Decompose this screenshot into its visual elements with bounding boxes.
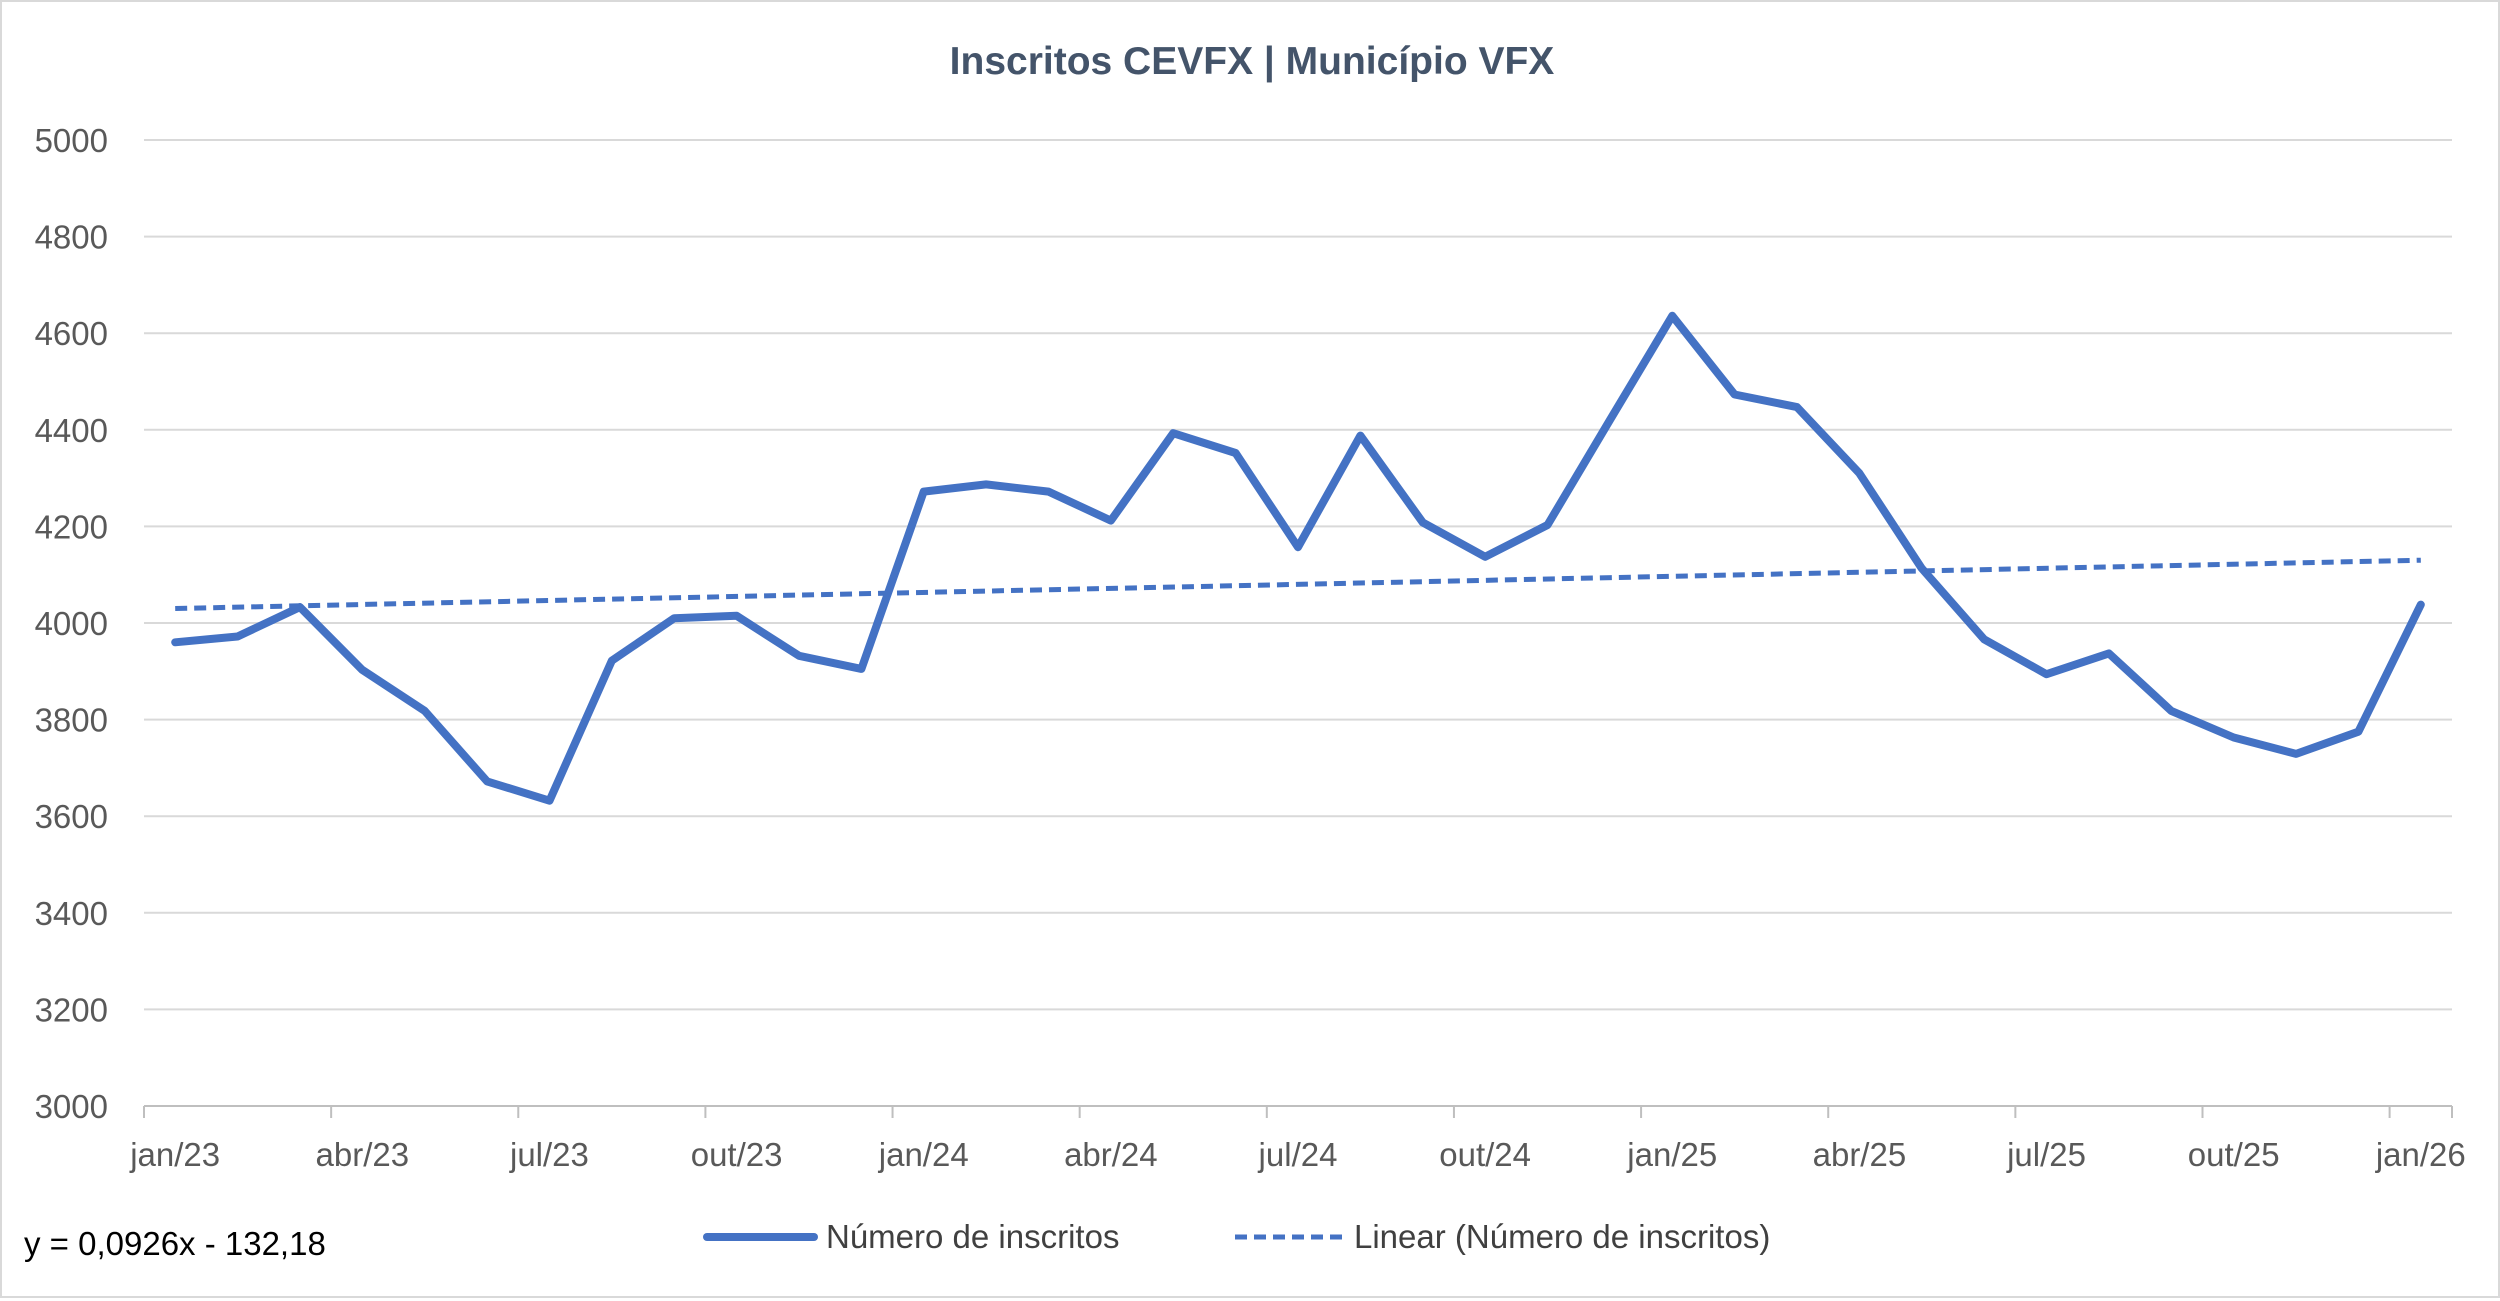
y-tick-label-3800: 3800 bbox=[35, 702, 108, 739]
x-tick-label-abr-24: abr/24 bbox=[1064, 1136, 1158, 1173]
y-tick-label-3600: 3600 bbox=[35, 798, 108, 835]
y-tick-label-3000: 3000 bbox=[35, 1088, 108, 1125]
y-tick-label-5000: 5000 bbox=[35, 122, 108, 159]
gridlines bbox=[144, 140, 2452, 1009]
x-tick-label-jul-24: jul/24 bbox=[1258, 1136, 1338, 1173]
legend: Número de inscritos Linear (Número de in… bbox=[707, 1218, 1770, 1255]
y-tick-label-3400: 3400 bbox=[35, 895, 108, 932]
x-tick-label-abr-25: abr/25 bbox=[1813, 1136, 1907, 1173]
x-tick-label-out-24: out/24 bbox=[1439, 1136, 1531, 1173]
x-tick-label-abr-23: abr/23 bbox=[316, 1136, 410, 1173]
legend-label-trendline: Linear (Número de inscritos) bbox=[1354, 1218, 1770, 1255]
x-tick-label-out-23: out/23 bbox=[691, 1136, 783, 1173]
chart-title: Inscritos CEVFX | Município VFX bbox=[950, 40, 1555, 83]
x-tick-label-jul-25: jul/25 bbox=[2006, 1136, 2086, 1173]
y-tick-label-4800: 4800 bbox=[35, 219, 108, 256]
trendline-equation: y = 0,0926x - 132,18 bbox=[24, 1225, 326, 1262]
x-axis: jan/23 abr/23 jul/23 out/23 jan/24 abr/24 jul/… bbox=[129, 1106, 2466, 1173]
x-tick-label-jul-23: jul/23 bbox=[509, 1136, 589, 1173]
x-tick-label-jan-25: jan/25 bbox=[1626, 1136, 1717, 1173]
y-axis-tick-labels: 3000 3200 3400 3600 3800 4000 4200 4400 4600 4800… bbox=[35, 122, 108, 1125]
y-tick-label-4200: 4200 bbox=[35, 508, 108, 545]
series-layer bbox=[175, 316, 2421, 801]
y-tick-label-3200: 3200 bbox=[35, 991, 108, 1028]
x-tick-label-out-25: out/25 bbox=[2188, 1136, 2280, 1173]
series-line-numero-de-inscritos bbox=[175, 316, 2421, 801]
y-tick-label-4400: 4400 bbox=[35, 412, 108, 449]
y-tick-label-4600: 4600 bbox=[35, 315, 108, 352]
legend-label-series: Número de inscritos bbox=[826, 1218, 1119, 1255]
x-tick-label-jan-26: jan/26 bbox=[2375, 1136, 2466, 1173]
y-tick-label-4000: 4000 bbox=[35, 605, 108, 642]
x-tick-label-jan-23: jan/23 bbox=[129, 1136, 220, 1173]
x-tick-label-jan-24: jan/24 bbox=[878, 1136, 969, 1173]
trendline-linear bbox=[175, 560, 2421, 608]
